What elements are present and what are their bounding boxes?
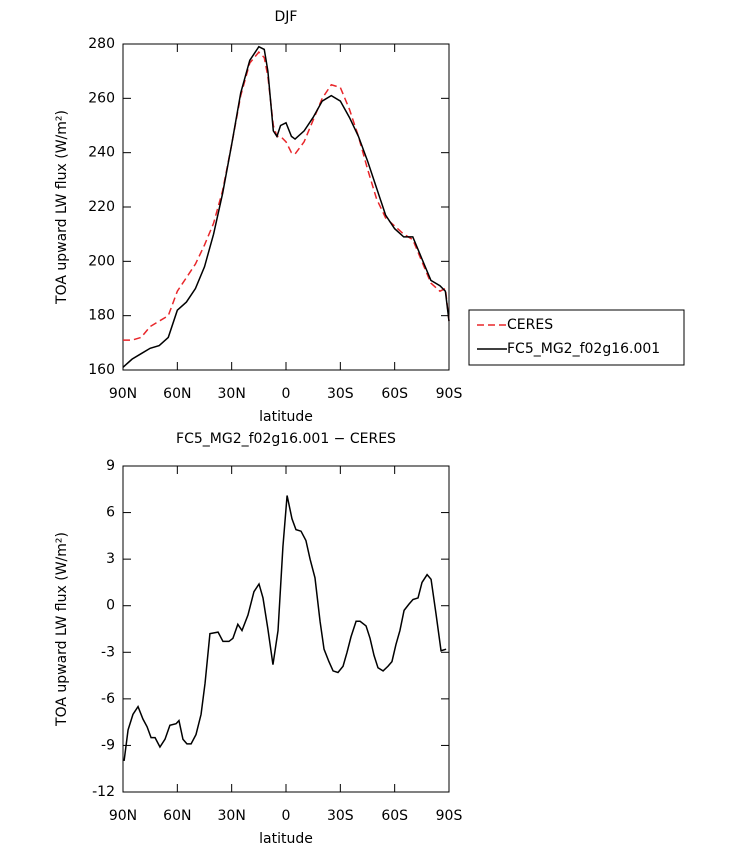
legend-label: FC5_MG2_f02g16.001 bbox=[507, 341, 660, 357]
x-tick-label: 30N bbox=[218, 386, 246, 402]
chart-panel: DJF latitude TOA upward LW flux (W/m²) 90N 6… bbox=[54, 9, 462, 425]
x-tick-label: 90N bbox=[109, 808, 137, 824]
x-tick-label: 30N bbox=[218, 808, 246, 824]
x-tick-label: 90N bbox=[109, 386, 137, 402]
x-axis-label: latitude bbox=[259, 409, 313, 425]
x-tick-label: 90S bbox=[436, 386, 463, 402]
legend: CERES FC5_MG2_f02g16.001 bbox=[468, 309, 685, 366]
y-tick-label: 180 bbox=[88, 308, 115, 324]
y-tick-label: 200 bbox=[88, 253, 115, 269]
y-tick-label: 0 bbox=[106, 598, 115, 614]
y-tick-label: 6 bbox=[106, 505, 115, 521]
x-tick-label: 60S bbox=[381, 808, 408, 824]
x-tick-label: 0 bbox=[282, 808, 291, 824]
x-axis-label: latitude bbox=[259, 831, 313, 847]
data-line bbox=[123, 51, 450, 341]
y-tick-label: -6 bbox=[101, 691, 115, 707]
data-line bbox=[123, 495, 447, 762]
x-tick-label: 30S bbox=[327, 386, 354, 402]
y-tick-label: -12 bbox=[92, 784, 115, 800]
chart-title: FC5_MG2_f02g16.001 − CERES bbox=[176, 431, 396, 447]
chart-panel: FC5_MG2_f02g16.001 − CERES latitude TOA up… bbox=[54, 431, 462, 847]
y-tick-label: 280 bbox=[88, 36, 115, 52]
x-tick-label: 60N bbox=[163, 808, 191, 824]
chart-title: DJF bbox=[275, 9, 298, 25]
y-tick-label: 9 bbox=[106, 458, 115, 474]
legend-box bbox=[468, 309, 685, 366]
x-tick-label: 0 bbox=[282, 386, 291, 402]
x-tick-label: 60S bbox=[381, 386, 408, 402]
y-tick-label: 220 bbox=[88, 199, 115, 215]
y-tick-label: -3 bbox=[101, 644, 115, 660]
y-axis-label: TOA upward LW flux (W/m²) bbox=[54, 532, 70, 727]
y-tick-label: 260 bbox=[88, 90, 115, 106]
data-line bbox=[122, 45, 450, 368]
y-tick-label: 3 bbox=[106, 551, 115, 567]
x-tick-label: 60N bbox=[163, 386, 191, 402]
legend-label: CERES bbox=[507, 317, 553, 333]
y-tick-label: -9 bbox=[101, 737, 115, 753]
x-tick-label: 30S bbox=[327, 808, 354, 824]
y-axis-label: TOA upward LW flux (W/m²) bbox=[54, 110, 70, 305]
y-tick-label: 240 bbox=[88, 145, 115, 161]
plot-frame bbox=[122, 43, 450, 371]
x-tick-label: 90S bbox=[436, 808, 463, 824]
y-tick-label: 160 bbox=[88, 362, 115, 378]
